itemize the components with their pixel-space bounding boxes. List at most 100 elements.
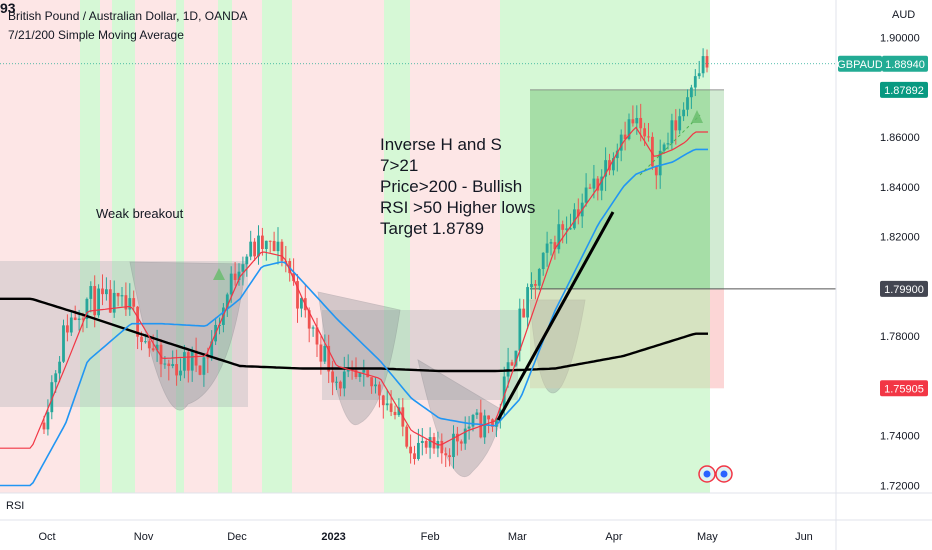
bull-signal-band	[500, 0, 710, 493]
time-tick-label: 2023	[321, 531, 345, 543]
bullish-candle	[545, 243, 549, 253]
bullish-candle	[397, 407, 401, 416]
time-tick-label: May	[697, 531, 718, 543]
bearish-candle	[159, 344, 163, 365]
bearish-candle	[280, 241, 284, 261]
price-scale[interactable]: AUD1.900001.880001.860001.840001.820001.…	[835, 0, 928, 550]
bullish-candle	[584, 187, 588, 203]
annotation-line: Inverse H and S	[380, 135, 502, 154]
bearish-candle	[93, 286, 97, 316]
sma-200-line	[0, 297, 708, 373]
bullish-candle	[155, 344, 159, 351]
indicator-legend[interactable]: 7/21/200 Simple Moving Average	[8, 28, 184, 42]
time-tick-label: Mar	[508, 531, 527, 543]
time-tick-label: Jun	[795, 531, 813, 543]
bullish-candle	[662, 144, 666, 151]
bullish-candle	[50, 382, 54, 413]
sma-7-line	[0, 126, 708, 449]
bullish-candle	[58, 361, 61, 374]
bullish-candle	[97, 288, 100, 316]
bearish-candle	[101, 288, 104, 295]
bullish-candle	[358, 372, 362, 378]
bullish-candle	[604, 160, 607, 177]
bullish-candle	[335, 381, 338, 383]
last-price-tag-text: 1.88940	[885, 59, 925, 71]
bearish-candle	[440, 440, 444, 454]
bullish-candle	[202, 357, 206, 375]
bearish-candle	[292, 273, 295, 282]
bull-signal-band	[218, 0, 232, 493]
bearish-candle	[261, 235, 264, 249]
bullish-candle	[697, 73, 701, 77]
bearish-candle	[588, 187, 592, 189]
bullish-candle	[245, 256, 249, 265]
time-tick-label: Oct	[38, 531, 55, 543]
bullish-candle	[128, 298, 132, 310]
up-arrow-marker	[691, 110, 703, 123]
symbol-tag-text: GBPAUD	[837, 59, 883, 71]
bullish-candle	[452, 433, 455, 458]
bearish-candle	[459, 441, 463, 444]
bullish-candle	[530, 284, 533, 288]
bearish-candle	[147, 341, 151, 349]
stop-price-tag-text: 1.75905	[884, 383, 924, 395]
bullish-candle	[385, 403, 389, 406]
price-tick-label: 1.86000	[880, 132, 920, 144]
bearish-candle	[370, 377, 373, 387]
bearish-candle	[444, 453, 448, 456]
bearish-candle	[409, 446, 412, 454]
bullish-candle	[635, 117, 639, 124]
bullish-candle	[77, 318, 81, 320]
bullish-candle	[678, 116, 682, 131]
bearish-candle	[608, 160, 611, 171]
event-icon-dot	[703, 470, 711, 478]
bullish-candle	[225, 294, 229, 308]
bullish-candle	[693, 76, 697, 88]
bearish-candle	[487, 415, 490, 420]
bearish-candle	[705, 56, 709, 68]
bearish-candle	[233, 273, 237, 281]
cut-symbol-text: 93	[0, 0, 16, 16]
bullish-candle	[569, 228, 572, 230]
event-icon-dot	[720, 470, 728, 478]
bullish-candle	[264, 240, 268, 249]
bearish-candle	[643, 128, 646, 137]
weak-breakout-label: Weak breakout	[96, 206, 184, 221]
chart-title: British Pound / Australian Dollar, 1D, O…	[8, 9, 248, 23]
bearish-candle	[596, 178, 600, 191]
bearish-candle	[175, 364, 178, 376]
bull-signal-band	[176, 0, 184, 493]
bullish-candle	[428, 437, 432, 448]
bullish-candle	[502, 376, 506, 411]
target-price-tag-text: 1.87892	[884, 85, 924, 97]
entry-price-tag	[880, 280, 928, 297]
bearish-candle	[491, 419, 494, 427]
bearish-candle	[448, 455, 451, 458]
bullish-candle	[518, 308, 522, 351]
bearish-candle	[424, 440, 428, 448]
time-axis[interactable]: Oct Nov Dec 2023 Feb Mar Apr May Jun	[0, 492, 932, 543]
bearish-candle	[339, 381, 342, 389]
bullish-candle	[311, 327, 315, 329]
bullish-candle	[666, 143, 670, 145]
bearish-candle	[327, 345, 331, 372]
bullish-candle	[549, 242, 553, 244]
rsi-pane-label[interactable]: RSI	[6, 500, 25, 512]
range-rectangle	[322, 310, 518, 400]
bearish-candle	[194, 350, 198, 366]
bullish-candle	[701, 56, 705, 74]
bearish-candle	[307, 310, 311, 329]
last-price-tag	[882, 55, 928, 72]
bearish-candle	[510, 362, 514, 366]
drawing-shapes	[0, 89, 836, 478]
bullish-candle	[276, 241, 280, 252]
bearish-candle	[151, 348, 155, 351]
symbol-tag	[838, 55, 882, 72]
bearish-candle	[651, 136, 654, 167]
bear-signal-band	[0, 0, 80, 493]
annotation-line: Price>200 - Bullish	[380, 177, 523, 196]
bullish-candle	[362, 370, 366, 373]
bullish-candle	[237, 271, 241, 281]
bear-signal-band	[100, 0, 112, 493]
